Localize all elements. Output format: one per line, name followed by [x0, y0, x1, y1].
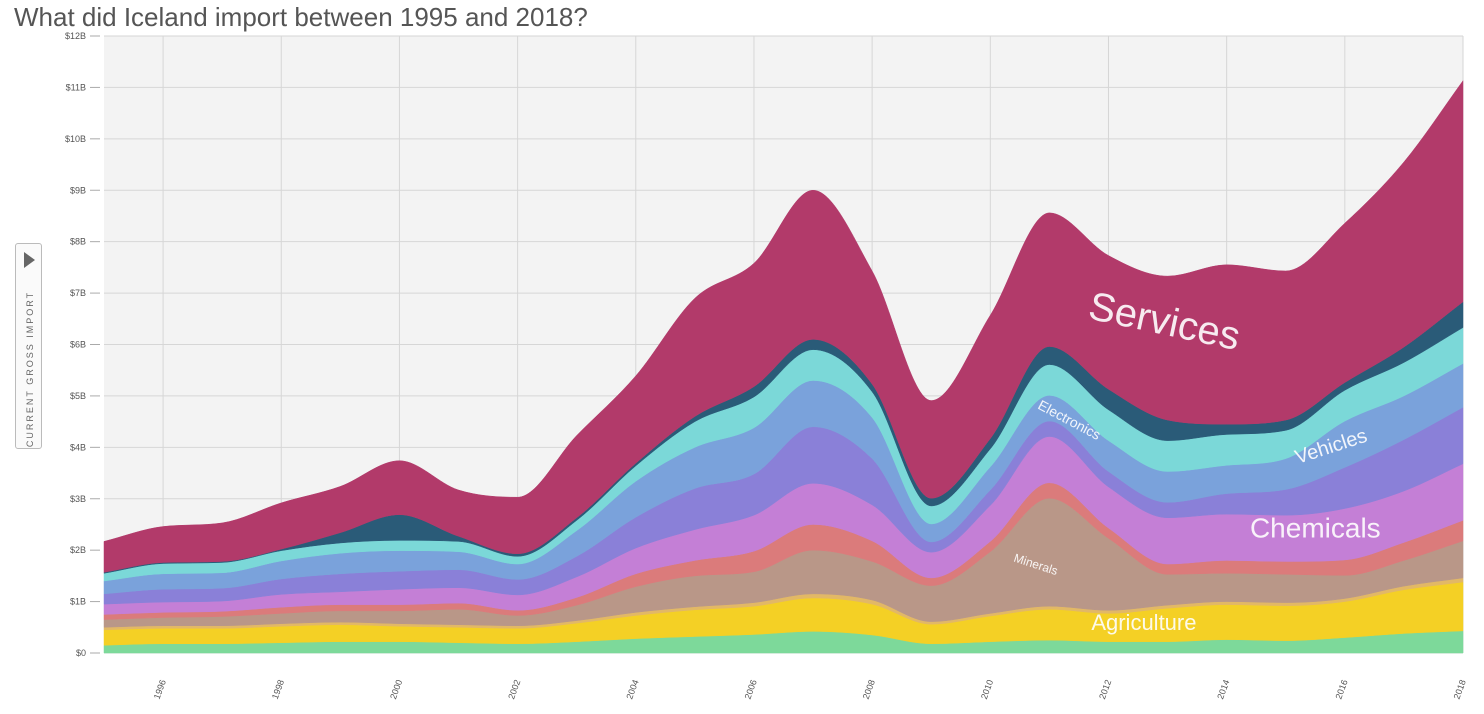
y-tick-label: $9B [70, 185, 86, 195]
series-label-chemicals: Chemicals [1250, 512, 1381, 543]
y-tick-label: $6B [70, 340, 86, 350]
x-tick-label: 2000 [388, 678, 404, 700]
x-tick-label: 2016 [1333, 678, 1349, 700]
page-title: What did Iceland import between 1995 and… [14, 2, 588, 32]
x-tick-label: 2008 [861, 678, 877, 700]
y-tick-label: $12B [65, 31, 86, 41]
area-series-10[interactable] [103, 79, 1464, 573]
x-tick-label: 2010 [979, 678, 995, 700]
y-tick-label: $0 [76, 648, 86, 658]
y-tick-labels: $0 $1B $2B $3B $4B $5B $6B $7B $8B $9B $10B $11B $12… [65, 31, 100, 658]
y-tick-label: $10B [65, 134, 86, 144]
series-areas [103, 79, 1464, 654]
y-tick-label: $4B [70, 442, 86, 452]
x-tick-label: 2018 [1452, 678, 1468, 700]
y-tick-label: $1B [70, 597, 86, 607]
x-tick-label: 1998 [270, 678, 286, 700]
x-tick-label: 2014 [1215, 678, 1231, 700]
y-tick-label: $3B [70, 494, 86, 504]
x-tick-label: 1996 [152, 678, 168, 700]
x-tick-label: 2002 [506, 678, 522, 700]
y-axis-selector-button[interactable]: CURRENT GROSS IMPORT [15, 243, 42, 449]
y-tick-label: $2B [70, 545, 86, 555]
y-tick-label: $8B [70, 237, 86, 247]
y-tick-label: $11B [66, 82, 86, 92]
x-tick-label: 2004 [624, 678, 640, 700]
x-tick-label: 2012 [1097, 678, 1113, 700]
x-tick-labels: 1996 1998 2000 2002 2004 2006 2008 2010 2012 2014… [152, 678, 1468, 700]
x-tick-label: 2006 [743, 678, 759, 700]
play-icon [24, 252, 35, 268]
y-tick-label: $5B [70, 391, 86, 401]
y-tick-label: $7B [70, 288, 86, 298]
series-label-agriculture: Agriculture [1091, 610, 1196, 635]
